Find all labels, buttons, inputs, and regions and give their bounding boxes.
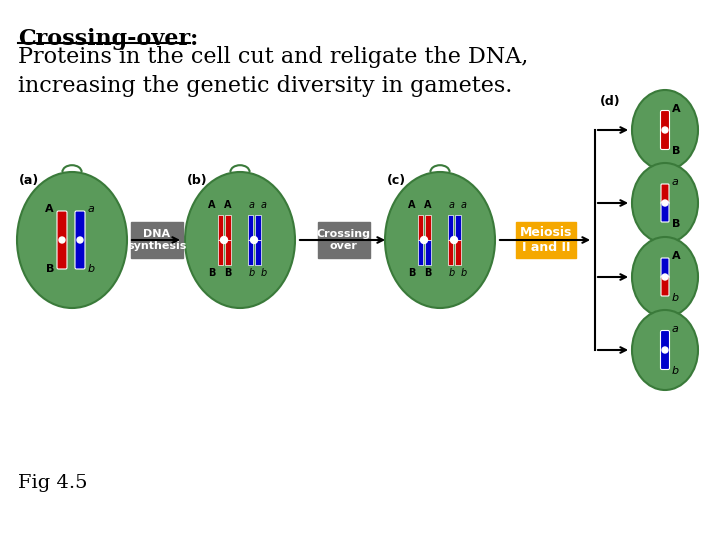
Text: b: b xyxy=(449,268,455,278)
Text: (a): (a) xyxy=(19,174,40,187)
Text: B: B xyxy=(424,268,432,278)
Text: Meiosis
I and II: Meiosis I and II xyxy=(520,226,572,254)
Polygon shape xyxy=(255,215,261,240)
Circle shape xyxy=(662,200,668,206)
Ellipse shape xyxy=(632,163,698,243)
Text: DNA
synthesis: DNA synthesis xyxy=(127,229,186,251)
FancyBboxPatch shape xyxy=(660,330,670,369)
Ellipse shape xyxy=(632,237,698,317)
Text: a: a xyxy=(88,205,95,214)
Text: A: A xyxy=(672,104,680,114)
Text: B: B xyxy=(672,219,680,229)
Text: a: a xyxy=(672,324,679,334)
Text: b: b xyxy=(88,264,95,273)
Text: A: A xyxy=(672,251,680,261)
Circle shape xyxy=(662,347,668,353)
Text: B: B xyxy=(672,146,680,156)
Text: Fig 4.5: Fig 4.5 xyxy=(18,474,88,492)
Text: (b): (b) xyxy=(187,174,207,187)
Text: a: a xyxy=(672,177,679,187)
Circle shape xyxy=(662,274,668,280)
Circle shape xyxy=(420,237,428,244)
Polygon shape xyxy=(425,215,431,240)
Polygon shape xyxy=(225,215,230,240)
FancyBboxPatch shape xyxy=(661,202,669,222)
Circle shape xyxy=(77,237,83,243)
Text: b: b xyxy=(672,366,679,376)
Text: a: a xyxy=(261,200,267,210)
Text: (d): (d) xyxy=(600,95,621,108)
Polygon shape xyxy=(255,240,261,265)
Text: A: A xyxy=(45,205,54,214)
Polygon shape xyxy=(225,240,230,265)
Text: b: b xyxy=(461,268,467,278)
Polygon shape xyxy=(425,240,431,265)
Ellipse shape xyxy=(185,172,295,308)
FancyBboxPatch shape xyxy=(75,211,85,269)
Circle shape xyxy=(451,237,457,244)
Polygon shape xyxy=(217,215,223,240)
Text: B: B xyxy=(208,268,216,278)
Text: Crossing
over: Crossing over xyxy=(317,229,371,251)
FancyBboxPatch shape xyxy=(661,258,669,278)
Polygon shape xyxy=(455,215,461,240)
Text: a: a xyxy=(449,200,455,210)
Polygon shape xyxy=(248,240,253,265)
Text: Crossing-over:: Crossing-over: xyxy=(18,28,198,50)
Text: B: B xyxy=(225,268,232,278)
Ellipse shape xyxy=(17,172,127,308)
Polygon shape xyxy=(448,240,454,265)
Text: A: A xyxy=(408,200,415,210)
FancyBboxPatch shape xyxy=(318,222,369,258)
Circle shape xyxy=(662,127,668,133)
Ellipse shape xyxy=(385,172,495,308)
Text: A: A xyxy=(208,200,216,210)
Circle shape xyxy=(220,237,228,244)
FancyBboxPatch shape xyxy=(57,211,67,269)
Polygon shape xyxy=(418,215,423,240)
Circle shape xyxy=(59,237,65,243)
Text: b: b xyxy=(672,293,679,303)
Text: a: a xyxy=(461,200,467,210)
Text: b: b xyxy=(261,268,267,278)
FancyBboxPatch shape xyxy=(131,222,183,258)
Text: (c): (c) xyxy=(387,174,406,187)
Circle shape xyxy=(251,237,258,244)
Polygon shape xyxy=(418,240,423,265)
Text: a: a xyxy=(249,200,255,210)
Text: b: b xyxy=(249,268,255,278)
Polygon shape xyxy=(248,215,253,240)
FancyBboxPatch shape xyxy=(661,184,669,204)
Polygon shape xyxy=(455,240,461,265)
Polygon shape xyxy=(217,240,223,265)
FancyBboxPatch shape xyxy=(660,111,670,150)
Text: A: A xyxy=(424,200,432,210)
Text: B: B xyxy=(45,264,54,273)
FancyBboxPatch shape xyxy=(516,222,576,258)
Ellipse shape xyxy=(632,90,698,170)
Text: Proteins in the cell cut and religate the DNA,
increasing the genetic diversity : Proteins in the cell cut and religate th… xyxy=(18,46,528,97)
Text: A: A xyxy=(224,200,232,210)
FancyBboxPatch shape xyxy=(661,276,669,296)
Ellipse shape xyxy=(632,310,698,390)
Polygon shape xyxy=(448,215,454,240)
Text: B: B xyxy=(408,268,415,278)
